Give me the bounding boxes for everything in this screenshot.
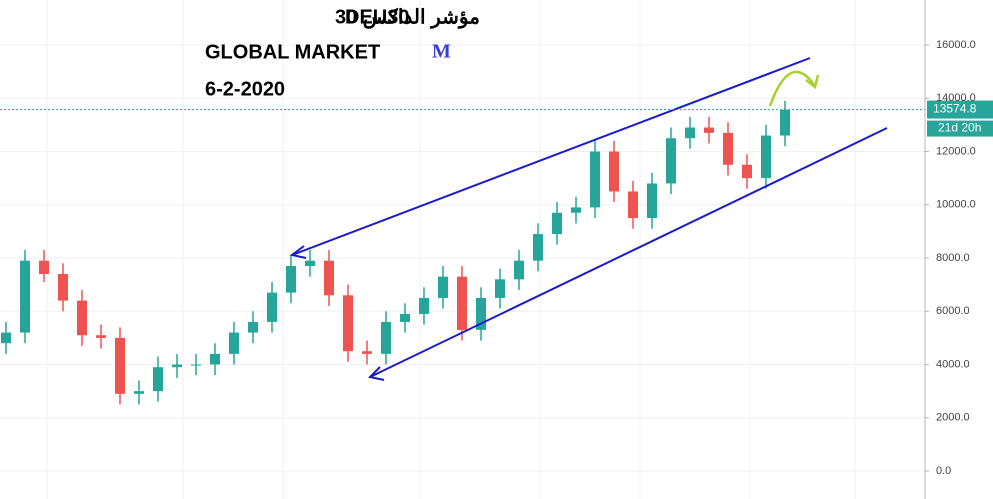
subtitle: GLOBAL MARKET <box>205 41 380 63</box>
countdown-box <box>927 120 993 137</box>
candle-body <box>362 351 372 354</box>
candle-body <box>552 212 562 235</box>
candle-body <box>438 276 448 298</box>
arrow-head <box>805 74 820 90</box>
candle-body <box>77 300 87 336</box>
candle-body <box>495 279 505 298</box>
y-tick-label: 0.0 <box>936 465 951 477</box>
date: 6-2-2020 <box>205 78 285 100</box>
candle-body <box>381 321 391 354</box>
channel <box>289 57 888 381</box>
y-tick-label: 12000.0 <box>936 145 976 157</box>
candle-body <box>571 207 581 213</box>
candle-body <box>514 260 524 280</box>
price-label: 13574.8 <box>933 102 977 116</box>
candle-body <box>685 127 695 139</box>
candle-body <box>343 295 353 352</box>
y-tick-label: 14000.0 <box>936 92 976 104</box>
price-box <box>927 100 993 119</box>
candle-body <box>324 260 334 296</box>
candle-body <box>267 292 277 322</box>
candle-body <box>153 367 163 392</box>
vertical-grid <box>46 0 856 499</box>
candle-body <box>780 109 790 136</box>
candle-body <box>210 353 220 365</box>
title: DEU30 <box>345 6 409 28</box>
y-tick-label: 16000.0 <box>936 39 976 51</box>
candle-body <box>457 276 467 330</box>
candle-body <box>628 191 638 219</box>
candle-body <box>666 138 676 184</box>
candle-body <box>533 234 543 261</box>
logo: M <box>432 41 451 63</box>
last-price: 13574.8 21d 20h <box>0 100 993 137</box>
candle-body <box>286 266 296 293</box>
candle-body <box>58 273 68 301</box>
y-tick-label: 10000.0 <box>936 199 976 211</box>
candle-body <box>742 164 752 179</box>
arrow-head <box>367 366 385 381</box>
lower-channel <box>369 127 888 378</box>
grid <box>0 44 925 472</box>
title-arabic: مؤشر الداكس 30 <box>335 6 480 29</box>
candle-body <box>476 297 486 330</box>
candle-body <box>647 183 657 219</box>
candle-body <box>419 297 429 314</box>
y-tick-label: 2000.0 <box>936 412 970 424</box>
candle-body <box>39 260 49 274</box>
candle-body <box>1 332 11 344</box>
green-arrow <box>768 70 820 107</box>
candle-body <box>400 313 410 322</box>
candle-body <box>191 364 201 366</box>
candle-body <box>134 391 144 394</box>
upper-channel <box>291 57 811 256</box>
candle-body <box>229 332 239 354</box>
candle-body <box>609 151 619 192</box>
curve-arrow <box>768 70 817 107</box>
candles <box>1 100 790 405</box>
countdown: 21d 20h <box>938 121 981 135</box>
candle-body <box>723 132 733 165</box>
candle-body <box>704 127 714 133</box>
candle-body <box>20 260 30 333</box>
candle-body <box>115 337 125 394</box>
candle-body <box>248 321 258 333</box>
candle-body <box>590 151 600 208</box>
candle-body <box>761 135 771 179</box>
y-tick-label: 8000.0 <box>936 252 970 264</box>
candle-body <box>172 364 182 368</box>
candle-body <box>96 335 106 338</box>
candle-body <box>305 260 315 267</box>
y-tick-label: 6000.0 <box>936 305 970 317</box>
y-tick-label: 4000.0 <box>936 358 970 370</box>
arrow-head <box>289 245 307 259</box>
